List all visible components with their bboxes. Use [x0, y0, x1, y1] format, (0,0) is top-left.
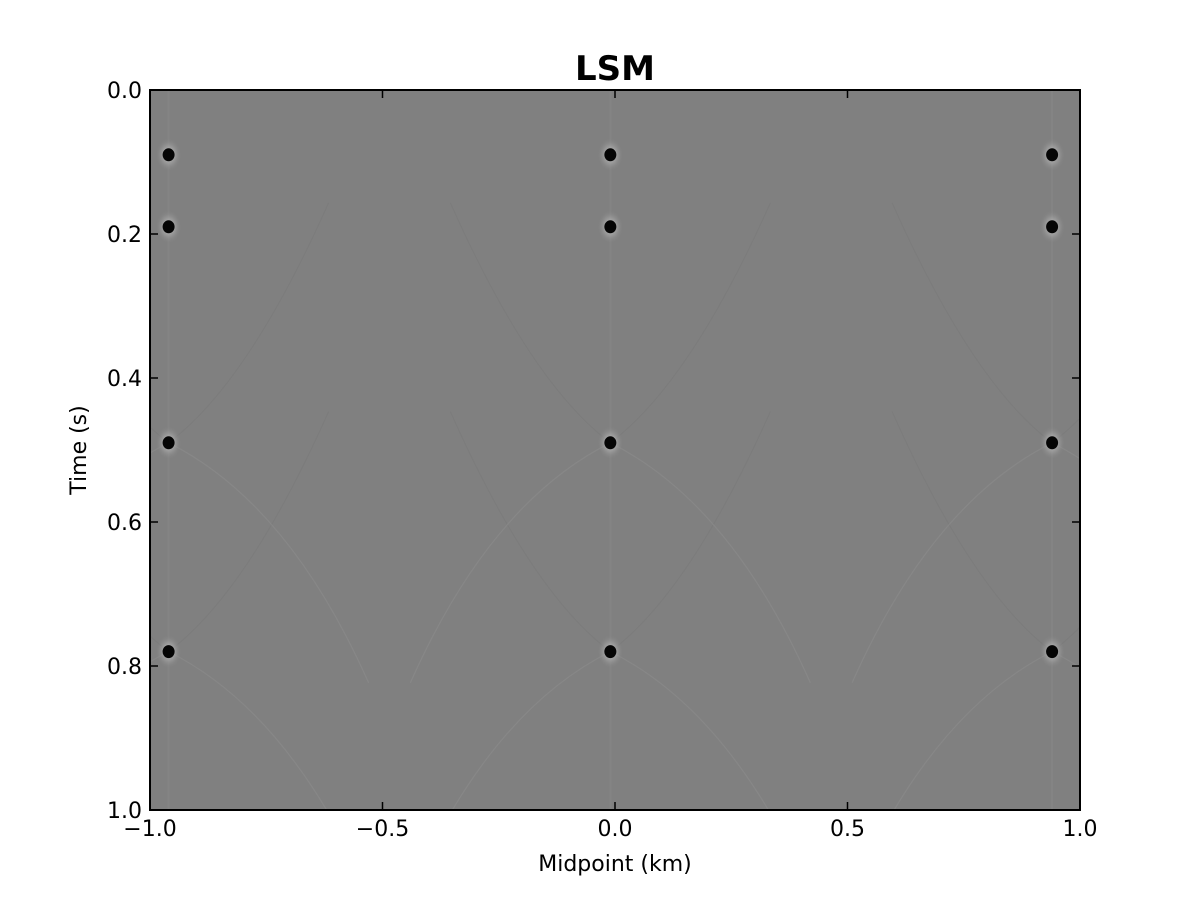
diffractor-point — [1046, 148, 1059, 162]
artifact-arc — [168, 202, 330, 444]
artifact-arc — [168, 442, 370, 684]
x-axis-ticks: −1.0 −0.5 0.0 0.5 1.0 — [123, 90, 1098, 842]
artifact-arc — [1051, 626, 1080, 652]
diffractor-point — [1046, 645, 1059, 659]
artifact-arc — [891, 411, 1053, 652]
x-tick-label: 0.5 — [830, 817, 865, 842]
y-axis-label: Time (s) — [67, 405, 92, 495]
y-tick-label: 0.2 — [107, 223, 142, 248]
migration-artifacts — [150, 90, 1080, 810]
artifact-arc — [1051, 417, 1080, 444]
y-axis-ticks: 0.0 0.2 0.4 0.6 0.8 1.0 — [107, 79, 1080, 824]
diffractor-point — [604, 645, 617, 659]
chart-title: LSM — [575, 49, 655, 89]
artifact-arc — [610, 202, 771, 444]
diffractor-point — [162, 645, 175, 659]
artifact-arc — [891, 202, 1053, 444]
diffractor-point — [162, 220, 175, 234]
y-tick-label: 0.8 — [107, 655, 142, 680]
x-tick-label: −0.5 — [356, 817, 409, 842]
y-tick-label: 0.6 — [107, 511, 142, 536]
artifact-arc — [168, 411, 330, 652]
diffractor-marks — [155, 137, 1066, 669]
artifact-arc — [610, 442, 811, 684]
artifact-arc — [449, 202, 611, 444]
diffractor-point — [1046, 436, 1059, 450]
diffractor-point — [604, 148, 617, 162]
x-axis-label: Midpoint (km) — [538, 852, 692, 877]
diffractor-point — [1046, 220, 1059, 234]
y-tick-label: 0.4 — [107, 367, 142, 392]
artifact-arc — [150, 651, 169, 663]
diffractor-point — [604, 436, 617, 450]
x-tick-label: 1.0 — [1063, 817, 1098, 842]
artifact-arc — [449, 411, 611, 652]
y-tick-label: 0.0 — [107, 79, 142, 104]
diffractor-point — [162, 436, 175, 450]
y-tick-label: 1.0 — [107, 799, 142, 824]
artifact-arc — [451, 651, 611, 810]
artifact-arc — [409, 442, 611, 684]
x-tick-label: 0.0 — [598, 817, 633, 842]
x-tick-label: −1.0 — [123, 817, 176, 842]
artifact-arc — [851, 442, 1053, 684]
artifact-arc — [168, 651, 328, 810]
artifact-arc — [610, 411, 771, 652]
diffractor-point — [162, 148, 175, 162]
diffractor-point — [604, 220, 617, 234]
artifact-arc — [610, 651, 770, 810]
artifact-arc — [893, 651, 1053, 810]
